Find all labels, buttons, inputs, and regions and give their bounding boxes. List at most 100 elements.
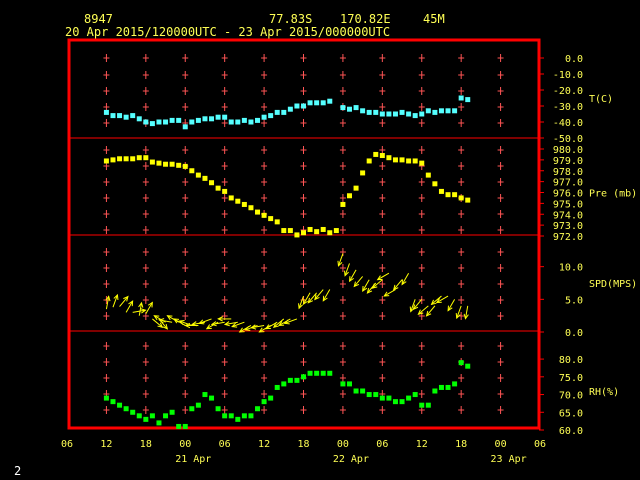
wind-arrow: [392, 279, 403, 291]
time-range: 20 Apr 2015/120000UTC - 23 Apr 2015/0000…: [65, 25, 391, 39]
humidity-point: [261, 399, 267, 405]
temperature-point: [340, 105, 346, 111]
pressure-point: [294, 232, 300, 238]
humidity-point: [195, 402, 201, 408]
pressure-point: [320, 226, 326, 232]
wind-arrow: [401, 272, 410, 286]
y-tick-label-humidity: 65.0: [559, 408, 583, 419]
wind-arrow: [383, 289, 396, 297]
temperature-point: [366, 109, 372, 115]
pressure-point: [268, 216, 274, 222]
panel-label-humidity: RH(%): [589, 387, 619, 398]
temperature-point: [235, 119, 241, 125]
humidity-point: [373, 392, 379, 398]
temperature-point: [182, 124, 188, 130]
pressure-point: [307, 226, 313, 232]
humidity-point: [117, 402, 123, 408]
wind-arrow: [298, 295, 304, 310]
temperature-point: [373, 109, 379, 115]
humidity-point: [406, 395, 412, 401]
temperature-point: [195, 117, 201, 123]
humidity-point: [294, 377, 300, 383]
wind-arrow: [376, 272, 390, 281]
pressure-point: [373, 151, 379, 157]
x-tick-label: 18: [455, 439, 467, 450]
x-date-label: 21 Apr: [175, 454, 211, 465]
humidity-point: [149, 413, 155, 419]
pressure-point: [202, 175, 208, 181]
wind-arrow: [272, 318, 285, 329]
x-date-label: 22 Apr: [333, 454, 369, 465]
wind-arrow: [112, 293, 119, 308]
humidity-point: [182, 423, 188, 429]
pressure-point: [360, 170, 366, 176]
pressure-point: [248, 205, 254, 211]
wind-arrow: [353, 276, 364, 288]
wind-arrow: [307, 292, 318, 304]
wind-arrow: [435, 295, 449, 304]
x-tick-label: 06: [376, 439, 388, 450]
temperature-point: [287, 106, 293, 112]
x-tick-label: 06: [534, 439, 546, 450]
temperature-point: [458, 95, 464, 101]
plot-frame: [67, 38, 541, 430]
humidity-point: [412, 392, 418, 398]
y-tick-label-humidity: 70.0: [559, 391, 583, 402]
pressure-point: [117, 156, 123, 162]
y-tick-label-pressure: 974.0: [553, 210, 583, 221]
pressure-point: [301, 230, 306, 236]
humidity-point: [248, 413, 254, 419]
humidity-point: [458, 360, 464, 366]
pressure-point: [149, 159, 155, 165]
pressure-point: [241, 201, 247, 207]
humidity-point: [346, 381, 352, 387]
pressure-point: [287, 228, 293, 234]
wind-arrow: [152, 318, 164, 329]
humidity-point: [438, 384, 444, 390]
temperature-point: [136, 116, 142, 122]
wind-arrow: [412, 299, 423, 311]
temperature-point: [432, 109, 438, 115]
temperature-point: [209, 116, 215, 122]
wind-arrow: [278, 318, 291, 327]
wind-arrow: [198, 318, 212, 325]
pressure-point: [261, 212, 267, 218]
temperature-point: [412, 113, 418, 119]
wind-arrow: [430, 295, 442, 306]
humidity-point: [366, 392, 372, 398]
wind-arrow: [463, 305, 469, 320]
humidity-point: [274, 384, 280, 390]
humidity-point: [222, 413, 228, 419]
temperature-point: [123, 114, 129, 120]
pressure-point: [274, 219, 280, 225]
y-tick-label-temperature: 0.0: [565, 54, 583, 65]
humidity-point: [353, 388, 359, 394]
pressure-point: [281, 228, 287, 234]
pressure-point: [156, 160, 162, 166]
temperature-point: [117, 113, 123, 119]
y-tick-label-pressure: 975.0: [553, 199, 583, 210]
temperature-point: [425, 108, 431, 114]
pressure-point: [386, 155, 392, 161]
station-longitude: 170.82E: [340, 12, 391, 26]
panel-label-temperature: T(C): [589, 94, 613, 105]
humidity-point: [189, 406, 195, 412]
y-tick-label-humidity: 75.0: [559, 373, 583, 384]
wind-arrow: [250, 324, 265, 330]
pressure-point: [123, 156, 129, 162]
pressure-point: [143, 155, 149, 161]
humidity-point: [465, 363, 471, 369]
humidity-point: [307, 370, 313, 376]
humidity-point: [287, 377, 293, 383]
pressure-point: [327, 230, 333, 236]
y-tick-label-pressure: 973.0: [553, 221, 583, 232]
pressure-point: [432, 181, 438, 187]
temperature-point: [222, 114, 228, 120]
humidity-point: [301, 374, 306, 380]
pressure-point: [136, 155, 142, 161]
wind-arrow: [348, 269, 357, 283]
x-tick-label: 18: [140, 439, 152, 450]
temperature-point: [189, 119, 195, 125]
temperature-point: [268, 113, 274, 119]
page-number: 2: [14, 464, 22, 478]
